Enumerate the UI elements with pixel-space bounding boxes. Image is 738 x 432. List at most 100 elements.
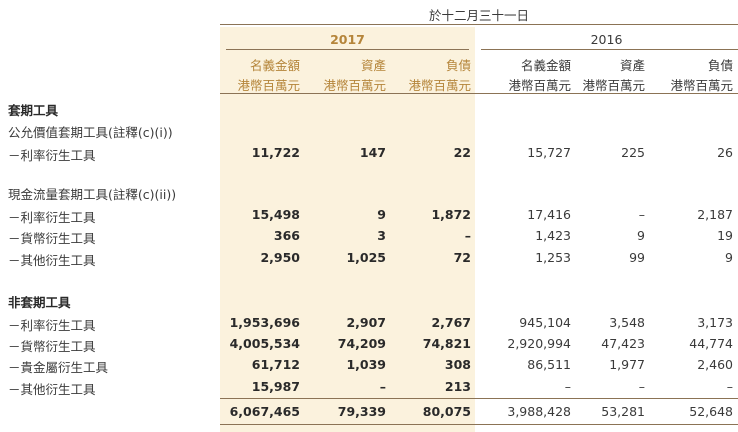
- table-row: 套期工具: [0, 100, 738, 120]
- table-cell: 15,727: [527, 145, 571, 160]
- table-cell: 47,423: [601, 336, 645, 351]
- year-2016-heading: 2016: [590, 32, 623, 47]
- row-label: －貨幣衍生工具: [8, 231, 96, 246]
- table-row: －貴金屬衍生工具 61,712 1,039 308 86,511 1,977 2,460: [0, 357, 738, 377]
- table-cell: 1,953,696: [229, 315, 300, 330]
- column-header-2-unit: 港幣百萬元: [323, 78, 386, 93]
- column-header-2-title: 資產: [360, 58, 386, 73]
- table-cell: 99: [629, 250, 645, 265]
- table-cell: –: [726, 379, 733, 394]
- row-label: －利率衍生工具: [8, 210, 96, 225]
- table-cell: 3,988,428: [507, 404, 571, 419]
- table-cell: 2,950: [260, 250, 300, 265]
- top-rule: [220, 24, 738, 25]
- table-cell: 1,039: [346, 357, 386, 372]
- table-row: －其他衍生工具 15,987 – 213 – – –: [0, 379, 738, 399]
- table-cell: 2,460: [697, 357, 733, 372]
- table-cell: 945,104: [519, 315, 571, 330]
- table-cell: 2,767: [431, 315, 471, 330]
- table-cell: 72: [453, 250, 471, 265]
- year-2017-rule: [226, 49, 469, 50]
- year-2017-shading: [220, 27, 475, 432]
- table-cell: 1,253: [535, 250, 571, 265]
- column-header-5-title: 資產: [619, 58, 645, 73]
- table-cell: 1,423: [535, 228, 571, 243]
- column-header-1-title: 名義金額: [249, 58, 300, 73]
- column-header-6-title: 負債: [707, 58, 733, 73]
- section-heading: 非套期工具: [8, 295, 71, 310]
- table-cell: 19: [717, 228, 733, 243]
- table-cell: 26: [717, 145, 733, 160]
- column-header-4-unit: 港幣百萬元: [508, 78, 571, 93]
- table-cell: 44,774: [689, 336, 733, 351]
- year-2016-rule: [481, 49, 738, 50]
- table-row: －利率衍生工具 1,953,696 2,907 2,767 945,104 3,548 3,…: [0, 315, 738, 335]
- table-row: －利率衍生工具 11,722 147 22 15,727 225 26: [0, 145, 738, 165]
- table-cell: 79,339: [337, 404, 386, 419]
- table-cell: 3,173: [697, 315, 733, 330]
- table-cell: 213: [444, 379, 471, 394]
- table-cell: 17,416: [527, 207, 571, 222]
- table-cell: 15,498: [251, 207, 300, 222]
- table-cell: –: [564, 379, 571, 394]
- table-row: －其他衍生工具 2,950 1,025 72 1,253 99 9: [0, 250, 738, 270]
- table-cell: 3,548: [609, 315, 645, 330]
- total-rule-bottom: [220, 424, 738, 425]
- table-cell: 2,907: [346, 315, 386, 330]
- total-rule-top: [220, 398, 738, 399]
- table-row: 現金流量套期工具(註釋(c)(ii)): [0, 184, 738, 204]
- row-label: －其他衍生工具: [8, 253, 96, 268]
- table-cell: 15,987: [251, 379, 300, 394]
- table-row: 6,067,465 79,339 80,075 3,988,428 53,281 52,6…: [0, 404, 738, 424]
- table-cell: 80,075: [422, 404, 471, 419]
- year-2017-heading: 2017: [330, 32, 365, 47]
- table-cell: 53,281: [601, 404, 645, 419]
- table-cell: 147: [359, 145, 386, 160]
- column-header-3-unit: 港幣百萬元: [408, 78, 471, 93]
- table-cell: 3: [377, 228, 386, 243]
- table-cell: 9: [377, 207, 386, 222]
- row-label: －貴金屬衍生工具: [8, 360, 109, 375]
- table-cell: 4,005,534: [229, 336, 300, 351]
- table-cell: 2,920,994: [507, 336, 571, 351]
- header-rule: [220, 93, 738, 94]
- table-cell: –: [379, 379, 386, 394]
- table-row: －貨幣衍生工具 366 3 – 1,423 9 19: [0, 228, 738, 248]
- column-header-4-title: 名義金額: [520, 58, 571, 73]
- section-heading: 套期工具: [8, 103, 59, 118]
- table-cell: 61,712: [251, 357, 300, 372]
- column-header-6-unit: 港幣百萬元: [670, 78, 733, 93]
- table-cell: 22: [453, 145, 471, 160]
- table-row: －貨幣衍生工具 4,005,534 74,209 74,821 2,920,994 47,…: [0, 336, 738, 356]
- table-cell: 1,977: [609, 357, 645, 372]
- table-cell: 2,187: [697, 207, 733, 222]
- table-cell: 9: [725, 250, 733, 265]
- table-cell: –: [638, 379, 645, 394]
- row-label: －利率衍生工具: [8, 148, 96, 163]
- row-label: 公允價值套期工具(註釋(c)(i)): [8, 125, 173, 140]
- table-cell: 74,821: [422, 336, 471, 351]
- row-label: －利率衍生工具: [8, 318, 96, 333]
- table-cell: –: [464, 228, 471, 243]
- table-cell: 6,067,465: [229, 404, 300, 419]
- table-cell: 52,648: [689, 404, 733, 419]
- column-header-5-unit: 港幣百萬元: [582, 78, 645, 93]
- row-label: －其他衍生工具: [8, 382, 96, 397]
- table-cell: 74,209: [337, 336, 386, 351]
- table-cell: 225: [621, 145, 645, 160]
- table-cell: 86,511: [527, 357, 571, 372]
- table-cell: 1,025: [346, 250, 386, 265]
- table-cell: 308: [444, 357, 471, 372]
- table-cell: 9: [637, 228, 645, 243]
- column-header-1-unit: 港幣百萬元: [237, 78, 300, 93]
- table-row: －利率衍生工具 15,498 9 1,872 17,416 – 2,187: [0, 207, 738, 227]
- date-caption: 於十二月三十一日: [428, 8, 529, 23]
- table-cell: 366: [273, 228, 300, 243]
- column-header-3-title: 負債: [445, 58, 471, 73]
- row-label: －貨幣衍生工具: [8, 339, 96, 354]
- table-row: 非套期工具: [0, 292, 738, 312]
- table-cell: 11,722: [251, 145, 300, 160]
- table-row: 公允價值套期工具(註釋(c)(i)): [0, 122, 738, 142]
- row-label: 現金流量套期工具(註釋(c)(ii)): [8, 187, 177, 202]
- table-cell: –: [638, 207, 645, 222]
